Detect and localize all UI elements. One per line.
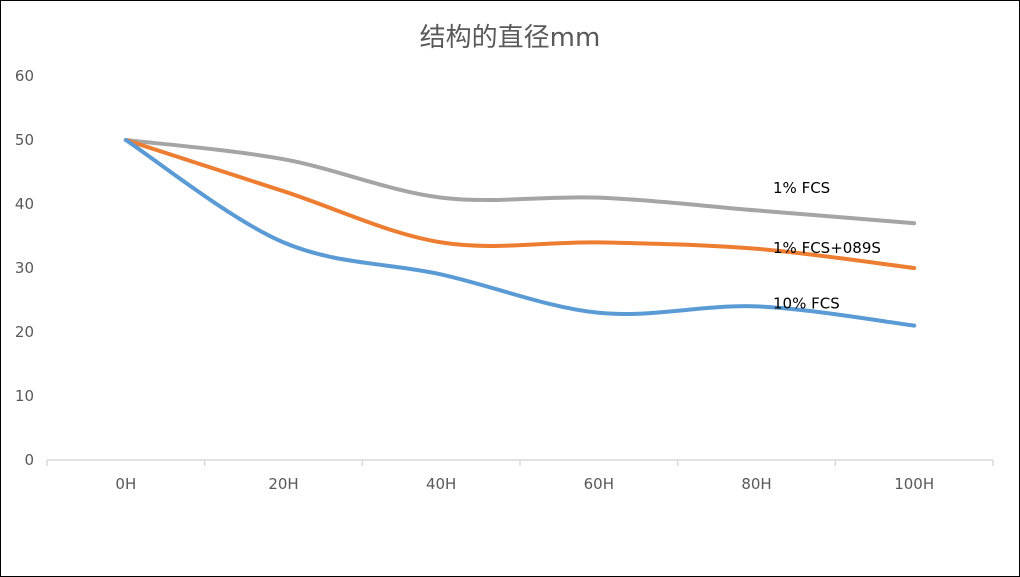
y-tick-label: 60: [15, 67, 34, 85]
x-tick-label: 100H: [894, 475, 934, 493]
series-line-0: [123, 138, 917, 226]
x-tick-label: 60H: [584, 475, 614, 493]
series-line-2: [123, 138, 917, 328]
y-tick-label: 40: [15, 195, 34, 213]
y-tick-label: 50: [15, 131, 34, 149]
series-line-1: [123, 138, 917, 270]
x-tick-label: 40H: [426, 475, 456, 493]
series-label: 1% FCS+089S: [773, 239, 881, 257]
y-tick-label: 30: [15, 259, 34, 277]
x-tick-label: 20H: [268, 475, 298, 493]
y-tick-label: 0: [24, 451, 34, 469]
x-tick-label: 80H: [741, 475, 771, 493]
y-tick-label: 10: [15, 387, 34, 405]
chart-title: 结构的直径mm: [420, 23, 601, 53]
series-lines: [123, 138, 917, 328]
y-axis-ticks: 0 10 20 30 40 50 60: [15, 67, 34, 469]
series-labels: 1% FCS 1% FCS+089S 10% FCS: [773, 179, 881, 312]
series-label: 10% FCS: [773, 295, 840, 313]
x-tick-label: 0H: [115, 475, 136, 493]
y-tick-label: 20: [15, 323, 34, 341]
x-axis: 0H 20H 40H 60H 80H 100H: [46, 459, 994, 493]
series-label: 1% FCS: [773, 179, 830, 197]
